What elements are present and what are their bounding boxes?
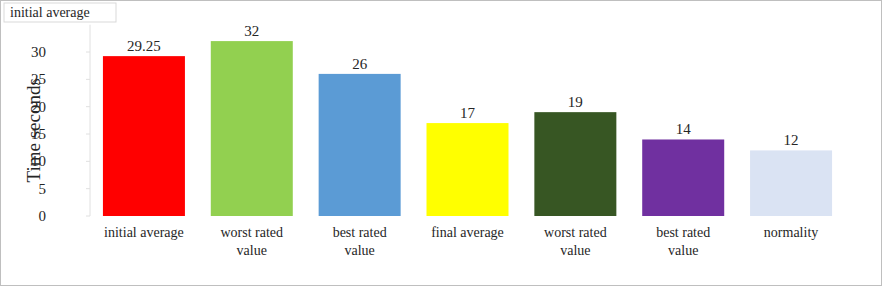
bars: [103, 41, 832, 216]
title-box: [4, 3, 116, 22]
x-tick-label: initial average: [104, 225, 184, 240]
bar: [319, 74, 401, 216]
bar: [103, 56, 185, 216]
data-label: 29.25: [127, 38, 161, 54]
data-label: 14: [676, 121, 692, 137]
x-tick-label-line: final average: [431, 225, 504, 240]
bar: [642, 139, 724, 216]
x-tick-label: worst rated value: [544, 225, 607, 258]
y-tick: [86, 188, 90, 189]
title: initial average: [10, 5, 90, 20]
x-tick-label-line: worst rated: [544, 225, 607, 240]
y-tick: [86, 216, 90, 217]
bar: [427, 123, 509, 216]
x-tick-label-line: normality: [764, 225, 818, 240]
x-tick-label-line: best rated: [333, 225, 387, 240]
chart-border: [1, 1, 882, 286]
chart-root: 051015202530Time seconds29.2532261719141…: [0, 0, 882, 286]
x-tick-label: worst rated value: [220, 225, 283, 258]
data-label: 17: [460, 105, 476, 121]
x-tick-label-line: initial average: [104, 225, 184, 240]
y-tick: [86, 52, 90, 53]
data-label: 32: [244, 23, 259, 39]
x-tick-label-line: value: [560, 243, 590, 258]
chart-svg: 051015202530Time seconds29.2532261719141…: [0, 0, 882, 286]
data-label: 12: [784, 132, 799, 148]
y-tick: [86, 106, 90, 107]
x-tick-label-line: worst rated: [220, 225, 283, 240]
y-tick-label: 0: [39, 208, 47, 224]
x-tick-label: best rated value: [656, 225, 710, 258]
x-tick-label-line: value: [668, 243, 698, 258]
x-tick-label-line: best rated: [656, 225, 710, 240]
x-tick-label: best rated value: [333, 225, 387, 258]
y-tick: [86, 161, 90, 162]
y-tick: [86, 134, 90, 135]
y-tick: [86, 79, 90, 80]
y-axis-label: Time seconds: [23, 78, 44, 182]
bar: [211, 41, 293, 216]
y-tick-label: 30: [31, 44, 46, 60]
x-tick-label-line: value: [344, 243, 374, 258]
bar: [750, 150, 832, 216]
data-label: 26: [352, 56, 368, 72]
data-label: 19: [568, 94, 583, 110]
x-tick-label-line: value: [237, 243, 267, 258]
y-axis-line: [90, 25, 91, 216]
bar: [534, 112, 616, 216]
x-tick-label: normality: [764, 225, 818, 240]
x-tick-label: final average: [431, 225, 504, 240]
